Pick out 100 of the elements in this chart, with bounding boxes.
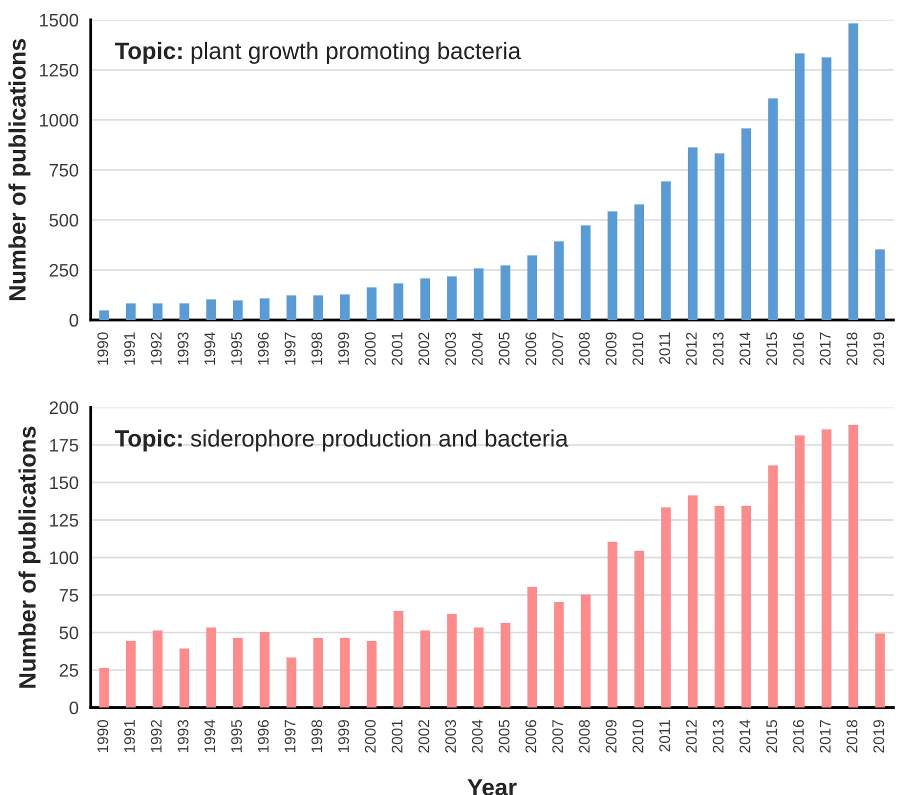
x-tick-label: 2002 bbox=[418, 720, 430, 753]
x-tick-label: 2008 bbox=[578, 720, 590, 753]
bar bbox=[768, 465, 778, 708]
x-tick-label: 2015 bbox=[766, 332, 778, 366]
bar bbox=[554, 241, 564, 320]
x-tick-label: 1999 bbox=[338, 332, 349, 365]
x-tick-label: 2015 bbox=[766, 720, 778, 753]
bar bbox=[286, 295, 296, 320]
bar bbox=[420, 630, 430, 708]
y-tick-label: 150 bbox=[50, 476, 78, 490]
bar bbox=[366, 640, 376, 708]
x-tick-label: 2006 bbox=[525, 720, 536, 753]
y-tick-label: 50 bbox=[60, 626, 78, 640]
x-tick-label: 2012 bbox=[686, 720, 697, 753]
x-tick-label: 1999 bbox=[338, 720, 349, 752]
bar bbox=[580, 225, 591, 320]
bar bbox=[340, 638, 350, 708]
bar bbox=[661, 507, 671, 708]
x-tick-label: 2011 bbox=[659, 332, 670, 364]
bar bbox=[527, 586, 538, 708]
x-tick-label: 1990 bbox=[97, 332, 108, 365]
x-tick-label: 1998 bbox=[311, 332, 322, 365]
x-tick-label: 1994 bbox=[204, 332, 216, 365]
y-tick-label: 1000 bbox=[40, 114, 78, 127]
x-tick-label: 2002 bbox=[418, 332, 430, 366]
x-tick-label: 2000 bbox=[364, 332, 376, 366]
bar bbox=[634, 204, 644, 320]
x-tick-label: 1995 bbox=[231, 332, 242, 365]
text: Topic: siderophore production and bacteria bbox=[115, 429, 568, 452]
x-tick-label: 2010 bbox=[632, 720, 644, 753]
y-axis-title: Number of publications bbox=[18, 426, 40, 688]
bar bbox=[822, 57, 832, 320]
bar bbox=[554, 602, 564, 708]
bar bbox=[500, 265, 510, 320]
x-tick-label: 2012 bbox=[686, 332, 697, 366]
bar bbox=[741, 128, 752, 320]
y-tick-label: 200 bbox=[50, 401, 78, 414]
bar bbox=[688, 495, 698, 708]
bar bbox=[233, 638, 243, 708]
x-tick-label: 2017 bbox=[820, 332, 831, 366]
x-tick-label: 2001 bbox=[392, 720, 402, 753]
x-tick-label: 2013 bbox=[712, 332, 724, 366]
bar bbox=[474, 268, 484, 320]
bar bbox=[741, 506, 752, 708]
x-tick-label: 1998 bbox=[311, 720, 322, 752]
bar bbox=[714, 506, 724, 708]
x-tick-label: 2019 bbox=[873, 720, 884, 753]
x-tick-label: 2007 bbox=[552, 332, 564, 366]
x-tick-label: 2009 bbox=[606, 720, 617, 753]
bar bbox=[474, 627, 484, 708]
x-tick-label: 2019 bbox=[873, 332, 884, 366]
bar bbox=[313, 638, 323, 708]
x-tick-label: 2007 bbox=[552, 720, 564, 753]
y-axis-title: Number of publications bbox=[8, 39, 30, 300]
bar bbox=[794, 53, 805, 320]
bar bbox=[126, 303, 136, 320]
x-tick-label: 1993 bbox=[178, 332, 188, 365]
x-tick-label: 2005 bbox=[498, 332, 510, 366]
y-tick-label: 1250 bbox=[40, 64, 78, 77]
bar bbox=[99, 310, 109, 320]
x-tick-label: 1990 bbox=[97, 720, 108, 752]
x-tick-label: 2008 bbox=[578, 332, 590, 366]
y-tick-label: 125 bbox=[50, 514, 78, 527]
x-tick-label: 2018 bbox=[846, 332, 858, 366]
bar bbox=[580, 594, 591, 708]
bar bbox=[260, 298, 270, 320]
bar bbox=[634, 550, 644, 708]
x-tick-label: 1992 bbox=[150, 720, 162, 752]
x-tick-label: 1996 bbox=[258, 720, 269, 752]
x-tick-label: 2010 bbox=[632, 332, 644, 366]
bar bbox=[447, 276, 457, 320]
text: Topic: plant growth promoting bacteria bbox=[115, 42, 521, 64]
y-tick-label: 75 bbox=[60, 589, 78, 602]
bar bbox=[822, 429, 832, 708]
y-tick-label: 175 bbox=[50, 439, 78, 452]
bar bbox=[340, 294, 350, 320]
x-tick-label: 2014 bbox=[740, 720, 750, 753]
bar bbox=[688, 147, 698, 320]
x-tick-label: 2016 bbox=[793, 332, 804, 366]
y-tick-label: 100 bbox=[50, 551, 78, 564]
x-tick-label: 2014 bbox=[740, 332, 750, 366]
bar bbox=[180, 648, 190, 708]
bar bbox=[233, 300, 243, 320]
x-tick-label: 2004 bbox=[472, 720, 483, 753]
x-tick-label: 2006 bbox=[525, 332, 536, 366]
y-tick-label: 25 bbox=[60, 664, 78, 677]
bar bbox=[126, 640, 136, 708]
bar bbox=[608, 211, 618, 320]
y-tick-label: 0 bbox=[70, 701, 78, 714]
bar bbox=[366, 287, 376, 320]
x-tick-label: 2005 bbox=[498, 720, 510, 753]
bar bbox=[260, 632, 270, 708]
y-tick-label: 750 bbox=[50, 164, 78, 177]
x-tick-label: 2001 bbox=[392, 332, 402, 366]
y-tick-label: 0 bbox=[70, 314, 78, 327]
x-tick-label: 1996 bbox=[258, 332, 269, 365]
x-tick-label: 1991 bbox=[124, 720, 135, 752]
x-tick-label: 2011 bbox=[659, 720, 670, 752]
x-tick-label: 1991 bbox=[124, 332, 135, 365]
bar bbox=[714, 153, 724, 320]
